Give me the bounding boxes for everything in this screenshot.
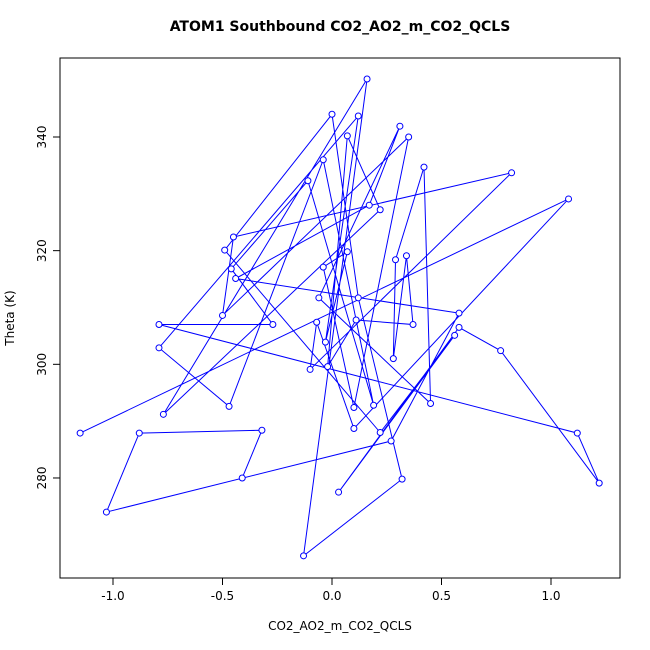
- data-point: [227, 265, 235, 273]
- data-point: [269, 321, 277, 329]
- data-point: [335, 488, 343, 496]
- data-point: [420, 163, 428, 171]
- data-point: [315, 294, 323, 302]
- data-point: [155, 344, 163, 352]
- data-point: [352, 316, 360, 324]
- data-point: [387, 437, 395, 445]
- data-point: [455, 309, 463, 317]
- data-point: [396, 122, 404, 130]
- data-point: [354, 294, 362, 302]
- data-point: [376, 429, 384, 437]
- y-axis-label: Theta (K): [3, 290, 17, 346]
- chart-title: ATOM1 Southbound CO2_AO2_m_CO2_QCLS: [170, 19, 511, 35]
- data-point: [306, 365, 314, 373]
- data-point: [300, 552, 308, 560]
- y-tick-label: 280: [35, 467, 49, 490]
- data-point: [427, 400, 435, 408]
- x-tick-label: 0.0: [322, 589, 341, 603]
- data-point: [363, 75, 371, 83]
- y-tick-label: 300: [35, 353, 49, 376]
- data-point: [350, 425, 358, 433]
- data-point: [304, 177, 312, 185]
- data-point: [376, 206, 384, 214]
- data-point: [389, 355, 397, 363]
- data-point: [135, 429, 143, 437]
- data-point: [258, 426, 266, 434]
- x-axis-label: CO2_AO2_m_CO2_QCLS: [268, 619, 412, 633]
- data-point: [343, 248, 351, 256]
- data-point: [221, 246, 229, 254]
- data-point: [76, 429, 84, 437]
- x-tick-label: -0.5: [211, 589, 234, 603]
- data-point: [565, 195, 573, 203]
- data-point: [343, 132, 351, 140]
- data-line: [79, 78, 600, 557]
- data-point: [159, 410, 167, 418]
- data-point: [321, 338, 329, 346]
- x-tick-label: -1.0: [101, 589, 124, 603]
- data-point: [324, 363, 332, 371]
- data-point: [219, 311, 227, 319]
- data-point: [232, 275, 240, 283]
- data-point: [238, 474, 246, 482]
- x-tick-label: 0.5: [432, 589, 451, 603]
- data-point: [365, 201, 373, 209]
- data-point: [313, 318, 321, 326]
- data-point: [392, 256, 400, 264]
- data-point: [497, 347, 505, 355]
- data-point: [402, 252, 410, 260]
- data-point: [155, 321, 163, 329]
- y-tick-label: 320: [35, 239, 49, 262]
- data-point: [451, 331, 459, 339]
- data-point: [573, 429, 581, 437]
- y-tick-label: 340: [35, 126, 49, 149]
- data-point: [350, 404, 358, 412]
- data-point: [319, 263, 327, 271]
- data-point: [409, 321, 417, 329]
- data-point: [319, 156, 327, 164]
- data-point: [229, 233, 237, 241]
- data-point: [398, 475, 406, 483]
- data-point: [508, 169, 516, 177]
- data-point: [595, 479, 603, 487]
- data-point: [405, 133, 413, 141]
- data-point: [455, 323, 463, 331]
- data-point: [225, 402, 233, 410]
- x-tick-label: 1.0: [541, 589, 560, 603]
- plot-frame: [59, 57, 621, 579]
- data-point: [102, 508, 110, 516]
- data-point: [328, 110, 336, 118]
- data-point: [370, 401, 378, 409]
- data-point: [354, 112, 362, 120]
